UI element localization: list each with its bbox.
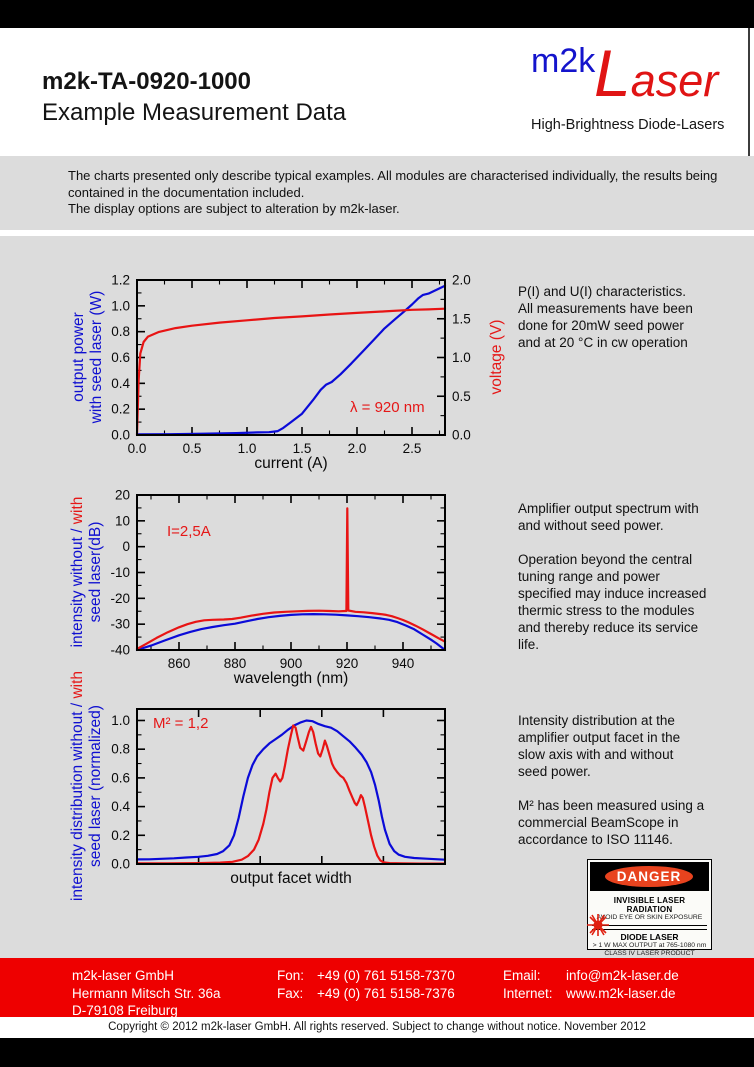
svg-text:1.2: 1.2 <box>111 273 130 288</box>
svg-text:-40: -40 <box>110 643 130 658</box>
svg-text:-10: -10 <box>110 565 130 580</box>
svg-text:1.0: 1.0 <box>111 298 130 313</box>
danger-band: DANGER <box>590 862 709 891</box>
spectrum-chart: 860 880 900 920 940 20 10 0 -10 -20 -30 -40 <box>110 488 447 671</box>
svg-text:0.0: 0.0 <box>111 428 130 443</box>
facet-intensity-chart: 0.0 0.2 0.4 0.6 0.8 1.0 <box>111 708 447 872</box>
note-facet: Intensity distribution at the amplifier o… <box>518 713 705 847</box>
svg-text:0.0: 0.0 <box>128 441 147 456</box>
svg-text:0: 0 <box>122 539 130 554</box>
content-band <box>0 236 754 960</box>
laser-warning-label: DANGER INVISIBLE LASER RADIATION AVOID E… <box>587 859 712 957</box>
footer-phone: Fon: +49 (0) 761 5158-7370 Fax: +49 (0) 76… <box>277 968 455 1001</box>
footer-address: m2k-laser GmbH Hermann Mitsch Str. 36a D-7… <box>72 968 221 1018</box>
chart1-annotation-wavelength: λ = 920 nm <box>350 399 425 416</box>
right-edge-rule <box>748 28 750 161</box>
footer-fon-number: +49 (0) 761 5158-7370 <box>317 968 455 983</box>
svg-text:-30: -30 <box>110 617 130 632</box>
notice-band: The charts presented only describe typic… <box>0 156 754 230</box>
chart3-x-axis-title: output facet width <box>230 870 352 887</box>
bottom-black-bar <box>0 1038 754 1067</box>
chart2-x-axis-title: wavelength (nm) <box>233 670 349 687</box>
logo-laser-text: Laser <box>594 40 718 125</box>
svg-text:920: 920 <box>336 656 359 671</box>
footer-contact-band: m2k-laser GmbH Hermann Mitsch Str. 36a D-7… <box>0 958 754 1018</box>
svg-text:0.6: 0.6 <box>111 770 130 785</box>
svg-text:0.4: 0.4 <box>111 376 130 391</box>
note-pi-ui: P(I) and U(I) characteristics. All measur… <box>518 284 693 350</box>
logo-laser-initial: L <box>594 36 631 110</box>
svg-text:1.5: 1.5 <box>293 441 312 456</box>
svg-text:880: 880 <box>224 656 247 671</box>
laser-starburst-icon <box>586 913 610 942</box>
svg-text:0.6: 0.6 <box>111 350 130 365</box>
footer-website-url: www.m2k-laser.de <box>566 985 676 1001</box>
footer-web: Email: info@m2k-laser.de Internet: www.m2k… <box>503 968 679 1001</box>
danger-divider <box>592 925 707 930</box>
svg-text:0.5: 0.5 <box>452 389 471 404</box>
top-black-bar <box>0 0 754 28</box>
svg-text:860: 860 <box>168 656 191 671</box>
svg-text:900: 900 <box>280 656 303 671</box>
page-title: m2k-TA-0920-1000 <box>42 68 252 95</box>
svg-text:10: 10 <box>115 513 130 528</box>
svg-text:0.8: 0.8 <box>111 742 130 757</box>
svg-text:-20: -20 <box>110 591 130 606</box>
notice-text: The charts presented only describe typic… <box>68 168 718 216</box>
logo-tagline: High-Brightness Diode-Lasers <box>531 117 725 133</box>
footer-email-address: info@m2k-laser.de <box>566 968 679 983</box>
copyright-line: Copyright © 2012 m2k-laser GmbH. All rig… <box>0 1017 754 1038</box>
svg-text:1.0: 1.0 <box>111 713 130 728</box>
svg-text:2.0: 2.0 <box>452 273 471 288</box>
page-subtitle: Example Measurement Data <box>42 99 347 126</box>
svg-text:0.4: 0.4 <box>111 799 130 814</box>
svg-text:0.2: 0.2 <box>111 828 130 843</box>
pi-ui-chart: 0.0 0.5 1.0 1.5 2.0 2.5 0.0 0.2 0.4 0.6 0.8 1.0 1.2 0… <box>111 273 471 457</box>
svg-text:940: 940 <box>392 656 415 671</box>
logo-m2k-text: m2k <box>531 42 596 80</box>
svg-text:2.0: 2.0 <box>348 441 367 456</box>
logo-laser-rest: aser <box>630 55 719 106</box>
svg-text:0.2: 0.2 <box>111 402 130 417</box>
danger-body: INVISIBLE LASER RADIATION AVOID EYE OR S… <box>586 893 711 959</box>
chart3-annotation-m2: M² = 1,2 <box>153 715 209 732</box>
chart2-annotation-current: I=2,5A <box>167 523 211 540</box>
footer-fax-number: +49 (0) 761 5158-7376 <box>317 985 455 1001</box>
svg-text:0.0: 0.0 <box>452 428 471 443</box>
svg-text:2.5: 2.5 <box>403 441 422 456</box>
svg-text:20: 20 <box>115 488 130 503</box>
svg-text:1.0: 1.0 <box>238 441 257 456</box>
chart1-x-axis-title: current (A) <box>254 455 328 472</box>
svg-text:0.0: 0.0 <box>111 857 130 872</box>
svg-text:0.5: 0.5 <box>183 441 202 456</box>
svg-text:0.8: 0.8 <box>111 324 130 339</box>
svg-text:1.0: 1.0 <box>452 350 471 365</box>
note-spectrum: Amplifier output spectrum with and withou… <box>518 501 707 652</box>
svg-text:1.5: 1.5 <box>452 311 471 326</box>
danger-badge: DANGER <box>605 866 693 887</box>
